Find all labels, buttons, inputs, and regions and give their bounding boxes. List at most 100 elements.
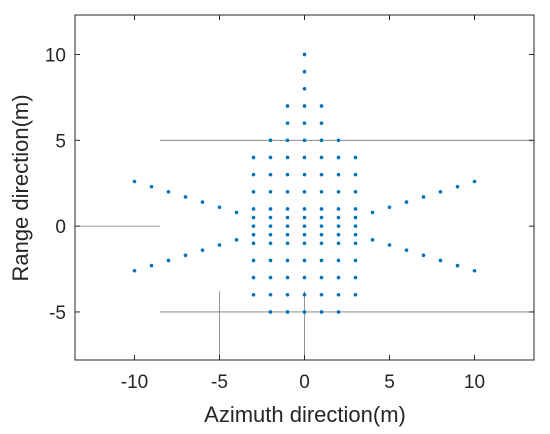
data-point (319, 232, 324, 237)
data-point (251, 275, 256, 280)
data-point (319, 224, 324, 228)
data-point (132, 179, 137, 184)
x-tick-label: 10 (464, 372, 485, 393)
data-point (455, 184, 460, 189)
data-point (353, 215, 358, 220)
data-point (302, 172, 307, 177)
y-tick-label: 5 (55, 131, 66, 152)
data-point (319, 121, 324, 125)
data-point (336, 292, 341, 297)
data-point (268, 275, 273, 280)
data-point (319, 207, 324, 211)
x-tick-label: 5 (384, 372, 395, 393)
data-point (251, 241, 256, 246)
data-point (251, 224, 256, 228)
data-point (217, 205, 222, 210)
data-point (302, 52, 307, 57)
data-point (319, 189, 324, 194)
data-point (319, 172, 324, 177)
data-point (336, 310, 341, 314)
x-tick-label: -10 (121, 372, 148, 393)
data-point (353, 258, 358, 263)
data-point (285, 241, 290, 246)
data-point (336, 241, 341, 246)
data-point (336, 224, 341, 228)
data-point (217, 243, 222, 247)
data-point (302, 104, 307, 108)
data-point (336, 215, 341, 220)
data-point (285, 224, 290, 228)
data-point (421, 253, 426, 258)
data-point (421, 195, 426, 199)
data-point (336, 138, 341, 143)
data-point (200, 248, 205, 252)
data-point (302, 224, 307, 228)
y-axis: -5 0 5 10 (45, 45, 534, 324)
data-point (234, 238, 239, 242)
data-point (268, 232, 273, 237)
data-point (251, 155, 256, 160)
data-point (353, 224, 358, 228)
data-point (404, 200, 409, 204)
data-point (302, 121, 307, 125)
data-point (319, 104, 324, 108)
data-point (438, 258, 443, 263)
data-points (132, 52, 477, 314)
data-point (353, 189, 358, 194)
data-point (353, 155, 358, 160)
data-point (302, 155, 307, 160)
data-point (370, 238, 375, 242)
data-point (353, 241, 358, 246)
data-point (370, 210, 375, 215)
data-point (285, 104, 290, 108)
data-point (132, 268, 137, 273)
data-point (302, 258, 307, 263)
reference-lines (75, 139, 534, 360)
data-point (285, 172, 290, 177)
data-point (268, 310, 273, 314)
data-point (319, 258, 324, 263)
data-point (285, 258, 290, 263)
data-point (251, 292, 256, 297)
data-point (302, 241, 307, 246)
data-point (319, 155, 324, 160)
data-point (319, 138, 324, 143)
data-point (336, 232, 341, 237)
data-point (268, 258, 273, 263)
data-point (166, 189, 171, 194)
data-point (268, 207, 273, 211)
data-point (251, 189, 256, 194)
data-point (268, 215, 273, 220)
data-point (319, 241, 324, 246)
data-point (353, 207, 358, 211)
data-point (268, 241, 273, 246)
data-point (353, 172, 358, 177)
data-point (166, 258, 171, 263)
data-point (404, 248, 409, 252)
data-point (353, 292, 358, 297)
data-point (302, 310, 307, 314)
data-point (302, 232, 307, 237)
y-axis-title: Range direction(m) (8, 94, 33, 281)
data-point (319, 310, 324, 314)
data-point (302, 189, 307, 194)
data-point (251, 258, 256, 263)
data-point (302, 138, 307, 143)
data-point (251, 232, 256, 237)
data-point (200, 200, 205, 204)
data-point (268, 224, 273, 228)
data-point (353, 232, 358, 237)
data-point (183, 195, 188, 199)
data-point (472, 179, 477, 184)
data-point (353, 275, 358, 280)
data-point (302, 69, 307, 74)
data-point (319, 292, 324, 297)
data-point (268, 138, 273, 143)
data-point (268, 155, 273, 160)
data-point (268, 292, 273, 297)
data-point (336, 275, 341, 280)
data-point (285, 121, 290, 125)
data-point (336, 258, 341, 263)
data-point (319, 215, 324, 220)
